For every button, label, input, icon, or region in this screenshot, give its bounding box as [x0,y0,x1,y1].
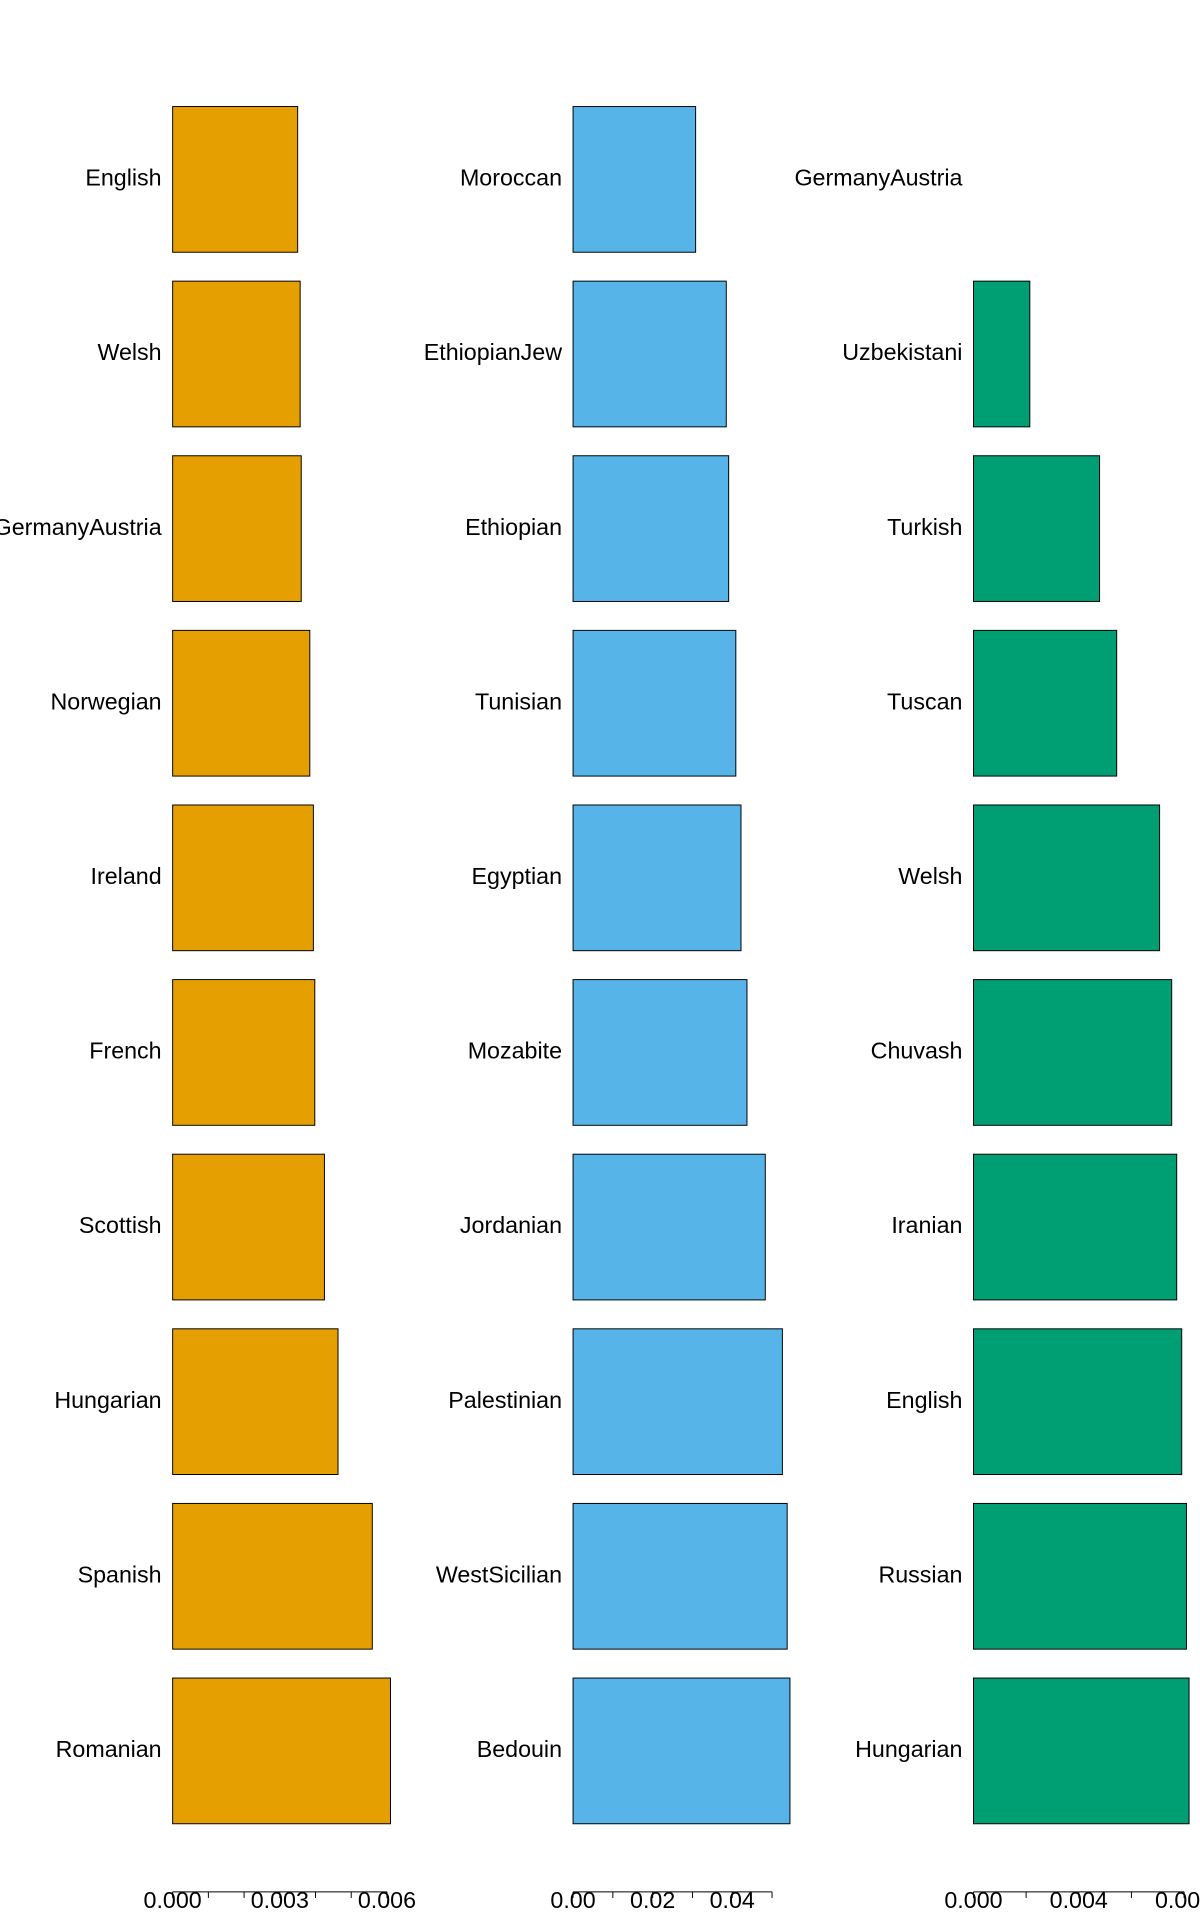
bar [572,629,737,777]
bar [172,629,311,777]
y-tick-label: Turkish [887,514,962,540]
bar [572,455,730,602]
y-tick-label: GermanyAustria [0,514,162,540]
y-tick-label: Ethiopian [465,514,562,540]
bar [572,1677,791,1825]
y-tick-label: Norwegian [50,688,161,714]
y-tick-label: EthiopianJew [424,339,563,365]
x-tick-label: 0.00 [550,1887,595,1913]
y-tick-label: Uzbekistani [842,339,962,365]
bar [572,1153,766,1301]
y-tick-label: Moroccan [460,165,562,191]
x-tick-label: 0.000 [944,1887,1002,1913]
bar [572,106,697,253]
y-tick-label: WestSicilian [436,1561,562,1587]
x-tick-label: 0.008 [1155,1887,1200,1913]
x-tick-label: 0.000 [144,1887,202,1913]
bar [972,1328,1183,1476]
bar [172,1328,339,1476]
bar [972,455,1101,602]
x-tick-label: 0.004 [1050,1887,1108,1913]
y-tick-label: Spanish [78,1561,162,1587]
y-tick-label: Tunisian [475,688,562,714]
x-tick-label: 0.003 [251,1887,309,1913]
bar [572,979,748,1126]
y-tick-label: Tuscan [887,688,962,714]
bar [172,1677,392,1825]
bar [172,804,314,952]
bar [572,280,727,428]
y-tick-label: English [886,1387,962,1413]
bar [172,1502,373,1650]
y-tick-label: Ireland [91,863,162,889]
bar [972,280,1031,428]
y-tick-label: Hungarian [54,1387,161,1413]
y-tick-label: Palestinian [448,1387,562,1413]
y-tick-label: Bedouin [477,1736,562,1762]
x-tick-label: 0.02 [630,1887,675,1913]
x-tick-label: 0.04 [710,1887,755,1913]
bar [572,804,742,952]
bar [972,979,1173,1126]
y-tick-label: Welsh [898,863,962,889]
y-tick-label: French [89,1038,161,1064]
bar [572,1502,788,1650]
bar [972,1677,1190,1825]
y-tick-label: GermanyAustria [794,165,962,191]
bar [972,629,1118,777]
y-tick-label: Mozabite [468,1038,562,1064]
y-tick-label: Scottish [79,1212,162,1238]
bar [172,455,302,602]
bar [172,1153,325,1301]
bar [972,804,1161,952]
y-tick-label: English [85,165,161,191]
y-tick-label: Welsh [97,339,161,365]
y-tick-label: Hungarian [855,1736,962,1762]
bar [972,1153,1178,1301]
bar [172,979,316,1126]
x-tick-label: 0.006 [358,1887,416,1913]
bar [172,280,301,428]
y-tick-label: Romanian [56,1736,162,1762]
bar [572,1328,783,1476]
y-tick-label: Jordanian [460,1212,562,1238]
bar [172,106,299,253]
y-tick-label: Egyptian [472,863,562,889]
y-tick-label: Russian [878,1561,962,1587]
y-tick-label: Iranian [891,1212,962,1238]
y-tick-label: Chuvash [871,1038,963,1064]
bar [972,1502,1187,1650]
